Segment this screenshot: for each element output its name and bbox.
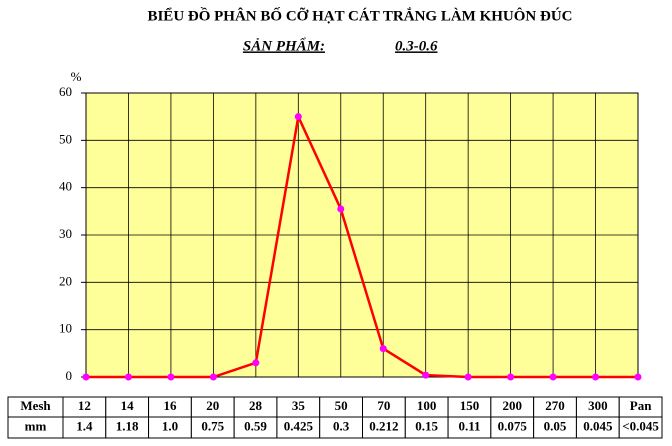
y-axis-label: %: [71, 69, 82, 84]
mm-label: 0.11: [458, 418, 480, 433]
data-point: [507, 373, 515, 381]
chart-title: BIỂU ĐỒ PHÂN BỐ CỠ HẠT CÁT TRẮNG LÀM KHU…: [147, 6, 572, 24]
mesh-label: 16: [163, 398, 177, 413]
mesh-label: 270: [545, 398, 565, 413]
y-tick-label: 30: [59, 226, 72, 241]
mm-label: 0.212: [369, 418, 398, 433]
mm-label: 1.4: [76, 418, 93, 433]
mm-label: 0.05: [544, 418, 567, 433]
data-point: [252, 359, 260, 367]
data-point: [549, 373, 557, 381]
product-label: 0.3-0.6: [395, 38, 438, 54]
mesh-label: 14: [121, 398, 135, 413]
data-point: [379, 345, 387, 353]
mm-label: 1.0: [162, 418, 178, 433]
mesh-label: 50: [335, 398, 348, 413]
data-point: [464, 373, 472, 381]
mm-label: 0.15: [415, 418, 438, 433]
mm-label: 0.75: [201, 418, 224, 433]
data-point: [82, 373, 90, 381]
mm-label: 0.045: [583, 418, 613, 433]
mesh-label: 12: [78, 398, 91, 413]
mesh-label: 35: [292, 398, 306, 413]
mesh-label: Pan: [630, 398, 652, 413]
mesh-label: 20: [206, 398, 219, 413]
y-tick-label: 20: [59, 273, 72, 288]
y-tick-label: 40: [59, 179, 72, 194]
row-label: Mesh: [20, 398, 51, 413]
data-point: [167, 373, 175, 381]
mesh-label: 28: [249, 398, 263, 413]
mm-label: 0.425: [284, 418, 314, 433]
data-point: [209, 373, 217, 381]
chart-subtitle: SẢN PHẨM:: [243, 36, 325, 54]
mm-label: 1.18: [116, 418, 139, 433]
mm-label: 0.075: [498, 418, 528, 433]
mm-label: <0.045: [622, 418, 659, 433]
y-tick-label: 10: [59, 321, 72, 336]
mesh-label: 300: [588, 398, 608, 413]
data-point: [124, 373, 132, 381]
data-point: [337, 205, 345, 213]
mesh-label: 70: [377, 398, 390, 413]
mesh-label: 150: [460, 398, 480, 413]
y-tick-label: 60: [59, 84, 72, 99]
mm-label: 0.3: [333, 418, 350, 433]
row-label: mm: [25, 418, 47, 433]
mesh-label: 100: [417, 398, 437, 413]
data-point: [294, 113, 302, 121]
data-line: [86, 112, 638, 379]
y-tick-label: 50: [59, 131, 72, 146]
data-point: [634, 373, 642, 381]
data-point: [592, 373, 600, 381]
table-cell: [618, 416, 663, 439]
mm-label: 0.59: [244, 418, 267, 433]
mesh-label: 200: [503, 398, 523, 413]
data-point: [422, 371, 430, 379]
y-tick-label: 0: [66, 368, 73, 383]
